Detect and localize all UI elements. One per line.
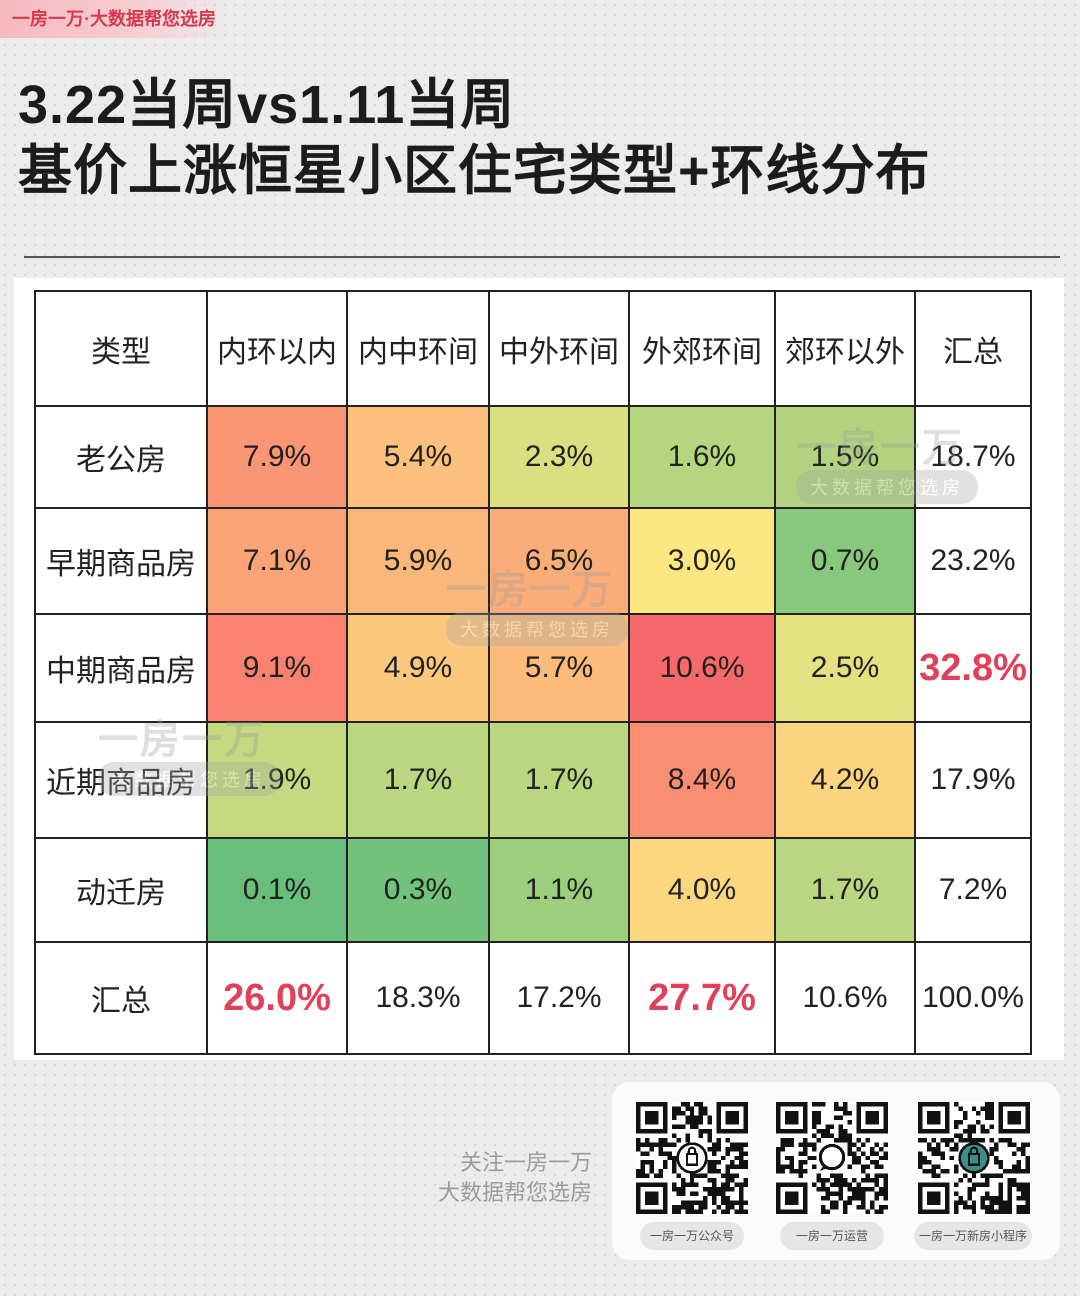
- brand-tag: 一房一万·大数据帮您选房: [0, 0, 230, 38]
- heat-cell: 5.9%: [346, 507, 490, 615]
- column-header: 外郊环间: [628, 290, 776, 407]
- grand-total-cell: 100.0%: [914, 941, 1032, 1055]
- title-divider: [24, 256, 1060, 258]
- table-row: 近期商品房 1.9% 1.7% 1.7% 8.4% 4.2% 17.9%: [34, 721, 1032, 839]
- column-header: 内环以内: [206, 290, 348, 407]
- heat-cell: 2.3%: [488, 405, 630, 509]
- follow-line-1: 关注一房一万: [459, 1150, 592, 1175]
- table-row: 老公房 7.9% 5.4% 2.3% 1.6% 1.5% 18.7%: [34, 405, 1032, 509]
- qr-code[interactable]: [776, 1102, 888, 1214]
- row-header: 中期商品房: [34, 613, 208, 723]
- heat-cell: 0.1%: [206, 837, 348, 943]
- qr-code[interactable]: [918, 1102, 1030, 1214]
- heat-cell: 3.0%: [628, 507, 776, 615]
- follow-text: 关注一房一万 大数据帮您选房: [400, 1148, 592, 1208]
- column-total-cell: 17.2%: [488, 941, 630, 1055]
- row-header: 汇总: [34, 941, 208, 1055]
- heat-cell: 0.7%: [774, 507, 916, 615]
- row-header: 老公房: [34, 405, 208, 509]
- table-row: 动迁房 0.1% 0.3% 1.1% 4.0% 1.7% 7.2%: [34, 837, 1032, 943]
- heat-cell: 4.9%: [346, 613, 490, 723]
- heat-cell: 5.4%: [346, 405, 490, 509]
- row-total-cell: 18.7%: [914, 405, 1032, 509]
- row-total-cell: 23.2%: [914, 507, 1032, 615]
- title-line-1: 3.22当周vs1.11当周: [18, 75, 516, 135]
- heat-cell: 1.1%: [488, 837, 630, 943]
- column-header: 中外环间: [488, 290, 630, 407]
- heat-cell: 1.7%: [488, 721, 630, 839]
- total-column-header: 汇总: [914, 290, 1032, 407]
- row-total-cell: 32.8%: [914, 613, 1032, 723]
- row-total-cell: 17.9%: [914, 721, 1032, 839]
- heatmap-table: 类型 内环以内 内中环间 中外环间 外郊环间 郊环以外 汇总 老公房 7.9% 5.4% 2.3% 1…: [34, 290, 1032, 1055]
- totals-row: 汇总 26.0% 18.3% 17.2% 27.7% 10.6% 100.0%: [34, 941, 1032, 1055]
- column-header: 郊环以外: [774, 290, 916, 407]
- row-header: 近期商品房: [34, 721, 208, 839]
- qr-code[interactable]: [636, 1102, 748, 1214]
- heat-cell: 1.7%: [346, 721, 490, 839]
- heat-cell: 4.2%: [774, 721, 916, 839]
- heat-cell: 10.6%: [628, 613, 776, 723]
- table-row: 早期商品房 7.1% 5.9% 6.5% 3.0% 0.7% 23.2%: [34, 507, 1032, 615]
- heat-cell: 1.6%: [628, 405, 776, 509]
- row-header: 早期商品房: [34, 507, 208, 615]
- follow-line-2: 大数据帮您选房: [437, 1180, 592, 1205]
- qr-panel: 一房一万公众号 一房一万运营 一房一万新房小程序: [612, 1082, 1060, 1260]
- column-total-cell: 10.6%: [774, 941, 916, 1055]
- row-header: 动迁房: [34, 837, 208, 943]
- heat-cell: 8.4%: [628, 721, 776, 839]
- row-total-cell: 7.2%: [914, 837, 1032, 943]
- heat-cell: 1.7%: [774, 837, 916, 943]
- heat-cell: 7.1%: [206, 507, 348, 615]
- heat-cell: 4.0%: [628, 837, 776, 943]
- heatmap-panel: 类型 内环以内 内中环间 中外环间 外郊环间 郊环以外 汇总 老公房 7.9% 5.4% 2.3% 1…: [14, 278, 1064, 1060]
- page-title: 3.22当周vs1.11当周 基价上涨恒星小区住宅类型+环线分布: [18, 72, 1068, 204]
- heat-cell: 2.5%: [774, 613, 916, 723]
- chat-icon: [818, 1143, 846, 1171]
- lock-icon: [958, 1142, 990, 1174]
- heat-cell: 7.9%: [206, 405, 348, 509]
- column-total-cell: 27.7%: [628, 941, 776, 1055]
- heat-cell: 5.7%: [488, 613, 630, 723]
- corner-header: 类型: [34, 290, 208, 407]
- column-total-cell: 18.3%: [346, 941, 490, 1055]
- column-total-cell: 26.0%: [206, 941, 348, 1055]
- heat-cell: 6.5%: [488, 507, 630, 615]
- heat-cell: 1.5%: [774, 405, 916, 509]
- title-line-2: 基价上涨恒星小区住宅类型+环线分布: [18, 141, 931, 201]
- heat-cell: 0.3%: [346, 837, 490, 943]
- header-row: 类型 内环以内 内中环间 中外环间 外郊环间 郊环以外 汇总: [34, 290, 1032, 407]
- qr-label: 一房一万公众号: [640, 1222, 744, 1250]
- column-header: 内中环间: [346, 290, 490, 407]
- heat-cell: 9.1%: [206, 613, 348, 723]
- qr-label: 一房一万新房小程序: [914, 1222, 1032, 1250]
- table-row: 中期商品房 9.1% 4.9% 5.7% 10.6% 2.5% 32.8%: [34, 613, 1032, 723]
- qr-label: 一房一万运营: [780, 1222, 884, 1250]
- heat-cell: 1.9%: [206, 721, 348, 839]
- lock-icon: [676, 1142, 708, 1174]
